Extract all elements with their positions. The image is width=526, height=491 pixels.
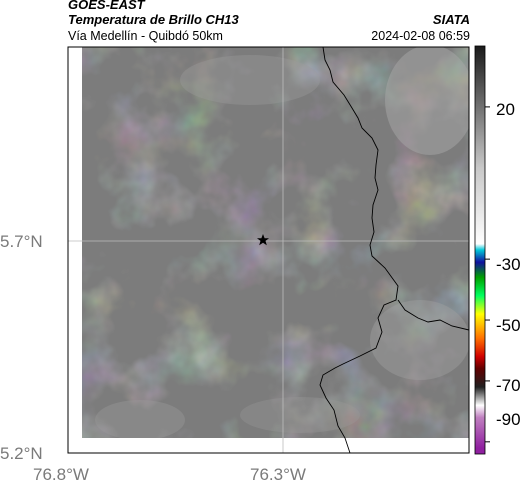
colorbar-tick-label: 20 bbox=[496, 100, 515, 119]
agency-label: SIATA bbox=[432, 12, 470, 27]
colorbar-gradient bbox=[474, 45, 486, 455]
location-subtitle: Vía Medellín - Quibdó 50km bbox=[68, 29, 223, 43]
lon-tick-label: 76.8°W bbox=[33, 465, 89, 484]
product-title: Temperatura de Brillo CH13 bbox=[68, 12, 239, 27]
colorbar-tick-label: -50 bbox=[496, 316, 521, 335]
colorbar-tick-label: -70 bbox=[496, 376, 521, 395]
boundary-line bbox=[397, 299, 470, 331]
lon-tick-label: 76.3°W bbox=[250, 465, 306, 484]
map-frame bbox=[67, 46, 470, 454]
colorbar-tick-label: -90 bbox=[496, 410, 521, 429]
colorbar-tick-label: -30 bbox=[496, 255, 521, 274]
lat-tick-label: 5.2°N bbox=[0, 444, 43, 463]
lat-tick-label: 5.7°N bbox=[0, 232, 43, 251]
star-icon bbox=[257, 234, 269, 246]
boundary-line bbox=[319, 46, 399, 454]
satellite-name: GOES-EAST bbox=[68, 0, 145, 12]
timestamp: 2024-02-08 06:59 bbox=[371, 29, 470, 43]
